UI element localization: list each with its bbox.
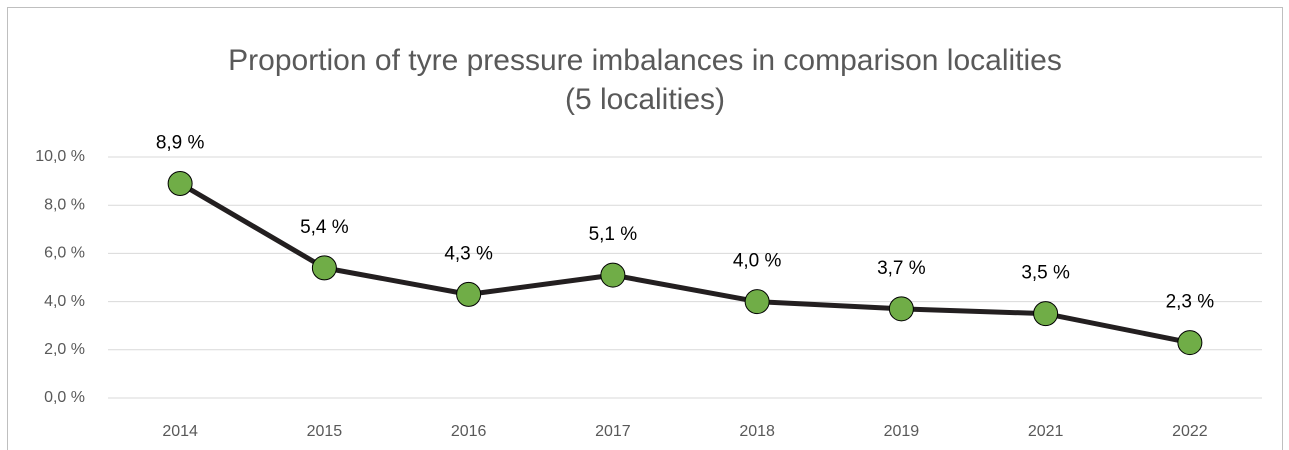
data-marker [167, 171, 193, 197]
data-marker [888, 296, 914, 322]
data-label: 5,4 % [300, 217, 349, 238]
x-tick-label: 2015 [307, 423, 343, 440]
data-line [178, 181, 1191, 346]
data-label: 4,0 % [733, 251, 782, 272]
data-marker [456, 281, 482, 307]
x-tick-label: 2021 [1028, 423, 1064, 440]
y-tick-label: 10,0 % [35, 148, 85, 165]
y-tick-label: 8,0 % [44, 196, 85, 213]
y-tick-label: 4,0 % [44, 293, 85, 310]
x-tick-label: 2019 [884, 423, 920, 440]
data-label: 2,3 % [1166, 292, 1215, 313]
data-marker [1177, 330, 1203, 356]
data-label: 4,3 % [444, 243, 493, 264]
data-label: 8,9 % [156, 133, 205, 154]
y-tick-label: 2,0 % [44, 341, 85, 358]
data-marker [1033, 301, 1059, 327]
x-tick-label: 2017 [595, 423, 631, 440]
data-marker [600, 262, 626, 288]
data-label: 5,1 % [589, 224, 638, 245]
data-marker [744, 289, 770, 315]
x-tick-label: 2014 [162, 423, 198, 440]
chart-border [7, 7, 1283, 450]
data-label: 3,7 % [877, 258, 926, 279]
data-marker [311, 255, 337, 281]
chart-subtitle: (5 localities) [565, 83, 725, 116]
x-tick-label: 2016 [451, 423, 487, 440]
y-tick-label: 6,0 % [44, 245, 85, 262]
x-tick-label: 2018 [739, 423, 775, 440]
y-tick-label: 0,0 % [44, 389, 85, 406]
data-label: 3,5 % [1021, 263, 1070, 284]
chart-title: Proportion of tyre pressure imbalances i… [228, 44, 1062, 77]
x-tick-label: 2022 [1172, 423, 1208, 440]
